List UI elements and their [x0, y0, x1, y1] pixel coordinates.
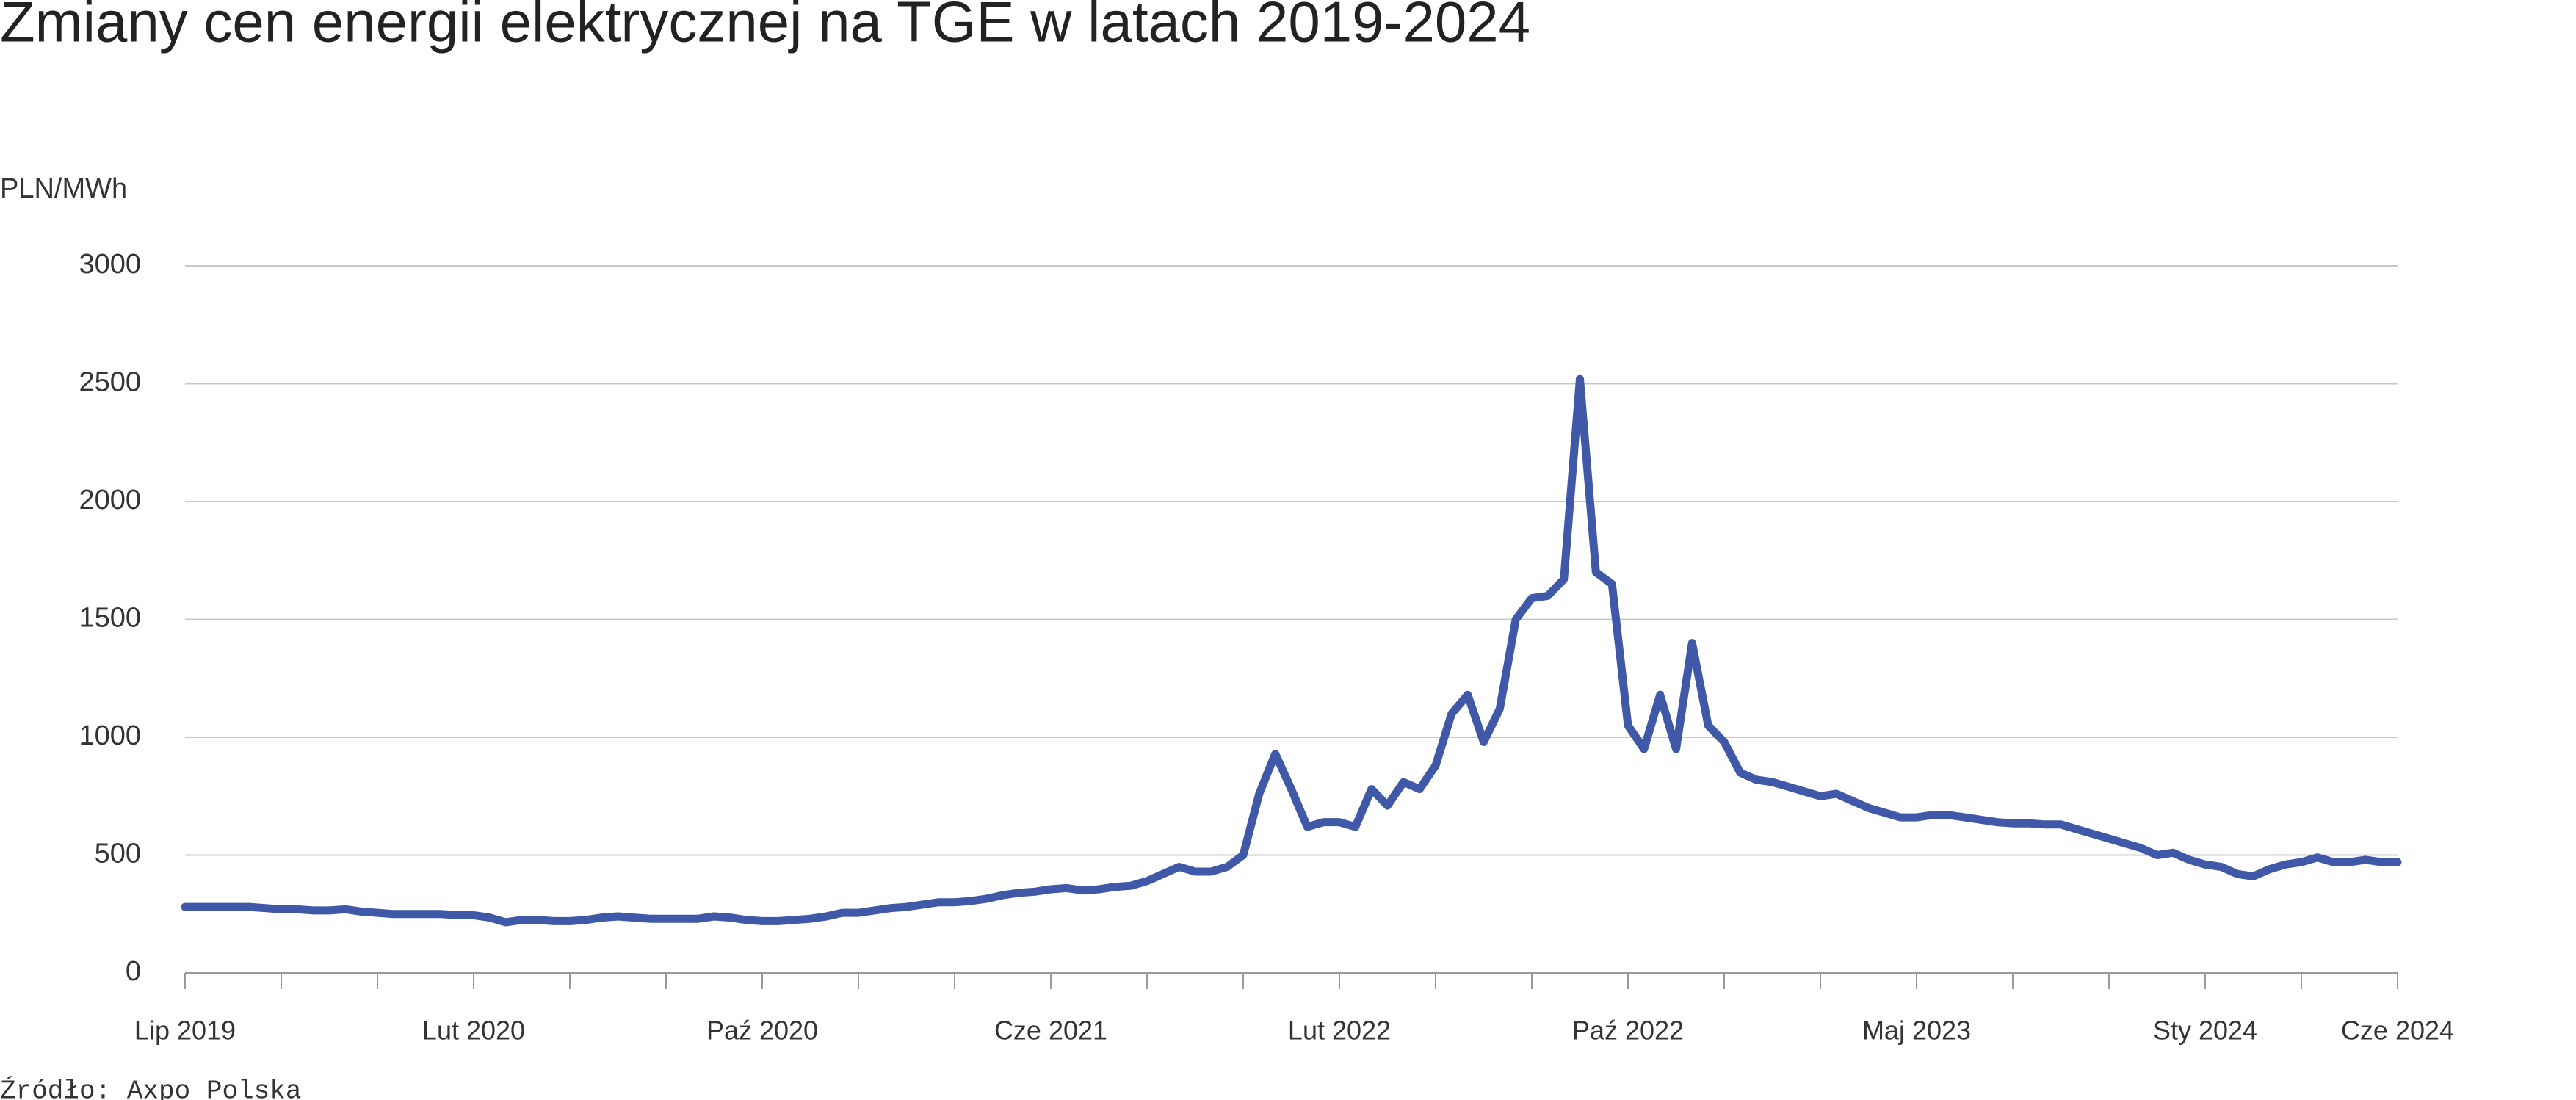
- source: Źródło: Axpo Polska: [0, 1076, 301, 1100]
- y-tick-label: 1500: [79, 603, 141, 634]
- x-tick-label: Cze 2024: [2341, 1016, 2454, 1046]
- y-tick-label: 1000: [79, 720, 141, 751]
- y-tick-label: 2000: [79, 485, 141, 515]
- x-tick-label: Sty 2024: [2153, 1016, 2257, 1046]
- price-line: [181, 374, 2402, 927]
- y-tick-label: 3000: [79, 249, 141, 280]
- x-tick-label: Lut 2022: [1288, 1016, 1391, 1046]
- x-tick-label: Paź 2020: [706, 1016, 818, 1046]
- y-axis-label: PLN/MWh: [0, 173, 127, 204]
- x-tick-label: Cze 2021: [994, 1016, 1107, 1046]
- x-tick-label: Maj 2023: [1862, 1016, 1971, 1046]
- x-tick-label: Lip 2019: [134, 1016, 236, 1046]
- x-tick-label: Lut 2020: [422, 1016, 525, 1046]
- y-tick-label: 500: [95, 839, 141, 869]
- chart-title: Zmiany cen energii elektrycznej na TGE w…: [0, 0, 1530, 54]
- y-tick-label: 2500: [79, 367, 141, 398]
- y-tick-label: 0: [126, 956, 141, 987]
- x-tick-label: Paź 2022: [1572, 1016, 1684, 1046]
